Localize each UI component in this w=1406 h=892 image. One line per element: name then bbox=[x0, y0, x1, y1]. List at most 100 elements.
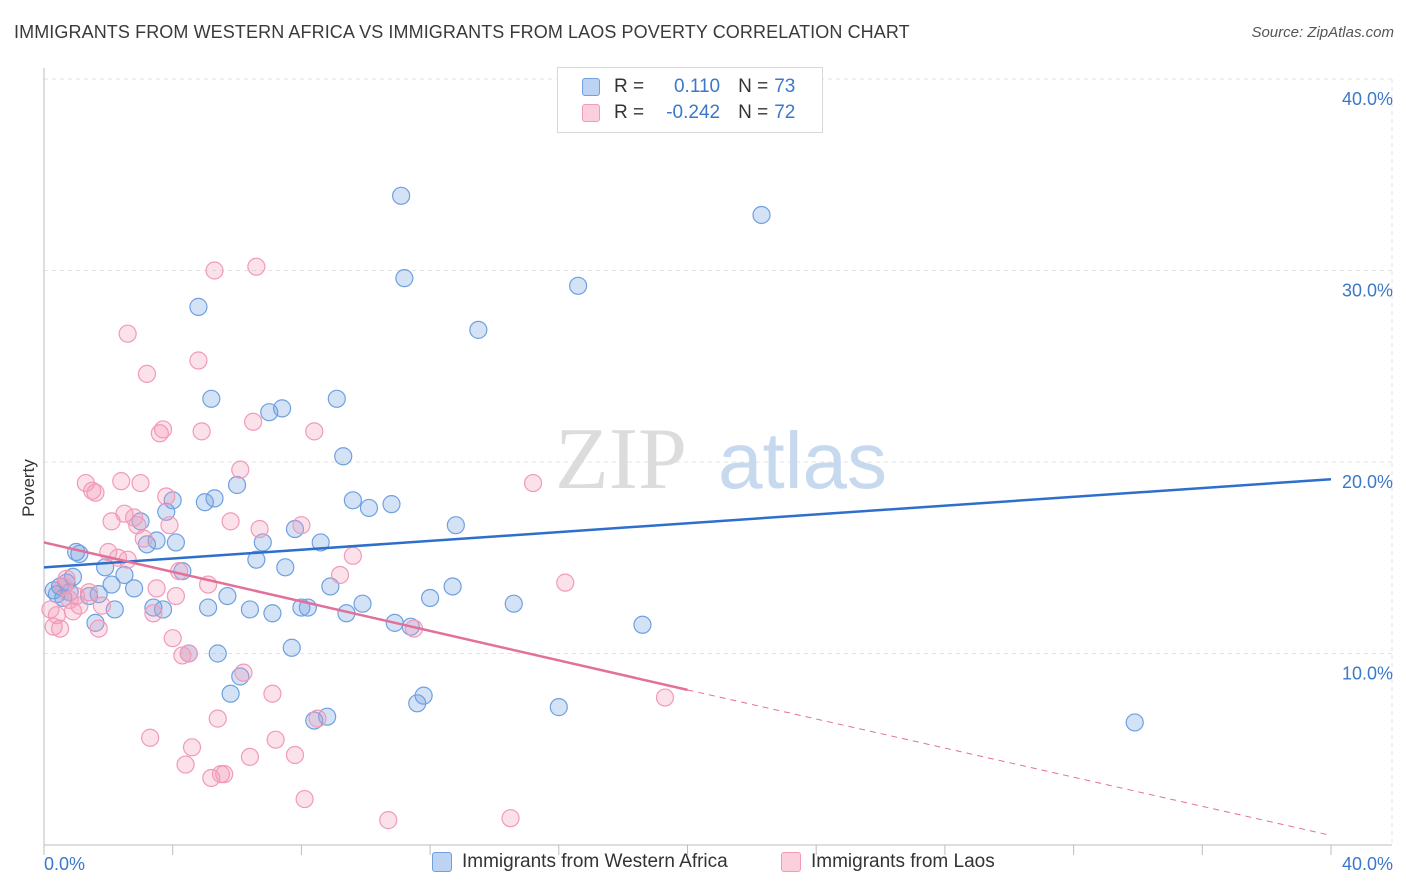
point-western-africa bbox=[227, 475, 247, 495]
point-western-africa bbox=[240, 600, 260, 619]
point-western-africa bbox=[247, 550, 266, 569]
legend-n-label: N = bbox=[738, 102, 769, 123]
point-western-africa bbox=[63, 567, 83, 587]
point-western-africa bbox=[253, 533, 272, 552]
y-tick-label: 30.0% bbox=[1342, 281, 1393, 301]
point-laos bbox=[192, 422, 211, 441]
point-western-africa bbox=[205, 489, 224, 508]
watermark-atlas: atlas bbox=[718, 416, 887, 505]
point-laos bbox=[70, 596, 89, 615]
axes bbox=[43, 68, 1392, 855]
point-laos bbox=[250, 519, 269, 539]
point-laos bbox=[44, 617, 63, 636]
point-laos bbox=[118, 324, 137, 343]
legend-row-laos: R = -0.242 N = 72 bbox=[582, 101, 795, 125]
point-western-africa bbox=[392, 186, 411, 205]
point-laos bbox=[379, 811, 398, 830]
point-western-africa bbox=[382, 495, 401, 514]
point-western-africa bbox=[218, 586, 237, 606]
point-western-africa bbox=[395, 269, 414, 288]
point-laos bbox=[137, 364, 157, 384]
point-laos bbox=[523, 473, 543, 493]
point-laos bbox=[308, 709, 327, 728]
point-western-africa bbox=[334, 447, 353, 466]
series-name-western-africa: Immigrants from Western Africa bbox=[462, 851, 728, 872]
grid-lines bbox=[44, 78, 1393, 845]
point-western-africa bbox=[263, 604, 282, 623]
legend-n-label: N = bbox=[738, 76, 769, 97]
point-western-africa bbox=[195, 493, 214, 512]
point-laos bbox=[266, 730, 285, 749]
point-laos bbox=[305, 422, 324, 441]
point-laos bbox=[221, 512, 240, 531]
point-western-africa bbox=[166, 533, 186, 552]
point-laos bbox=[292, 516, 311, 535]
point-laos bbox=[157, 487, 176, 506]
point-western-africa bbox=[569, 276, 588, 295]
legend-row-western-africa: R = 0.110 N = 73 bbox=[582, 75, 795, 99]
point-laos bbox=[330, 565, 350, 585]
point-western-africa bbox=[633, 615, 652, 634]
tick-labels: 10.0% 20.0% 30.0% 40.0% 0.0% 40.0% bbox=[44, 89, 1393, 874]
point-laos bbox=[160, 516, 179, 535]
legend-swatch-laos bbox=[582, 104, 600, 122]
point-laos bbox=[234, 663, 253, 682]
source-label: Source: ZipAtlas.com bbox=[1251, 24, 1394, 41]
point-western-africa bbox=[549, 698, 568, 717]
point-laos bbox=[144, 604, 163, 623]
point-laos bbox=[89, 619, 108, 638]
trend-line-laos bbox=[43, 541, 688, 692]
point-western-africa bbox=[189, 297, 208, 316]
point-laos bbox=[79, 583, 99, 602]
legend-r-label: R = bbox=[614, 76, 645, 97]
point-laos bbox=[50, 619, 70, 638]
series-swatch-laos bbox=[781, 852, 801, 872]
point-laos bbox=[166, 586, 186, 606]
point-laos bbox=[131, 473, 150, 493]
point-laos bbox=[57, 569, 76, 588]
point-western-africa bbox=[221, 684, 240, 703]
point-laos bbox=[83, 481, 102, 500]
point-laos bbox=[556, 573, 575, 592]
point-laos bbox=[173, 646, 192, 665]
point-laos bbox=[215, 765, 234, 784]
legend-n-value: 72 bbox=[774, 102, 796, 123]
point-western-africa bbox=[86, 613, 105, 632]
y-axis-label: Poverty bbox=[19, 459, 38, 517]
point-western-africa bbox=[421, 588, 440, 608]
legend-r-value: 0.110 bbox=[673, 76, 721, 97]
point-western-africa bbox=[443, 577, 462, 596]
point-laos bbox=[285, 745, 305, 765]
point-western-africa bbox=[198, 598, 218, 617]
point-western-africa bbox=[311, 533, 330, 552]
point-laos bbox=[115, 504, 134, 523]
trend-line-western-africa bbox=[43, 477, 1332, 569]
point-laos bbox=[244, 412, 263, 431]
trend-lines bbox=[43, 477, 1332, 836]
series-legend: Immigrants from Western Africa Immigrant… bbox=[0, 851, 1406, 879]
point-laos bbox=[176, 755, 195, 774]
point-laos bbox=[112, 472, 131, 491]
point-laos bbox=[134, 529, 153, 548]
series-legend-laos[interactable]: Immigrants from Laos bbox=[781, 851, 995, 873]
series-legend-western-africa[interactable]: Immigrants from Western Africa bbox=[432, 851, 728, 873]
point-western-africa bbox=[202, 389, 221, 408]
point-laos bbox=[141, 728, 160, 747]
legend: R = 0.110 N = 73 R = -0.242 N = 72 bbox=[557, 67, 823, 133]
chart-title: IMMIGRANTS FROM WESTERN AFRICA VS IMMIGR… bbox=[14, 22, 910, 42]
x-tick-label: 0.0% bbox=[44, 854, 85, 874]
trend-line-laos-extension bbox=[687, 689, 1332, 836]
point-laos bbox=[147, 579, 166, 598]
point-western-africa bbox=[157, 502, 176, 521]
point-laos bbox=[86, 483, 105, 502]
point-laos bbox=[231, 460, 250, 479]
y-tick-label: 10.0% bbox=[1342, 664, 1393, 684]
point-laos bbox=[208, 709, 227, 728]
legend-n-value: 73 bbox=[774, 76, 796, 97]
point-western-africa bbox=[414, 686, 433, 705]
point-western-africa bbox=[153, 600, 173, 619]
x-tick-label: 40.0% bbox=[1342, 854, 1393, 874]
point-laos bbox=[263, 684, 282, 703]
point-western-africa bbox=[102, 575, 121, 594]
